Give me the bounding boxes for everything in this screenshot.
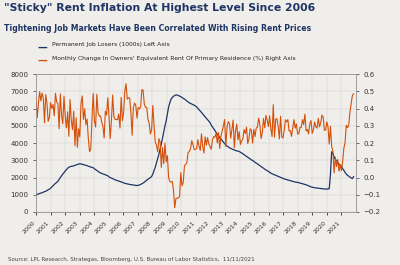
- Text: Permanent Job Losers (1000s) Left Axis: Permanent Job Losers (1000s) Left Axis: [52, 42, 170, 47]
- Text: Monthly Change In Owners' Equivalent Rent Of Primary Residence (%) Right Axis: Monthly Change In Owners' Equivalent Ren…: [52, 56, 296, 61]
- Text: Tightening Job Markets Have Been Correlated With Rising Rent Prices: Tightening Job Markets Have Been Correla…: [4, 24, 311, 33]
- Text: —: —: [38, 42, 48, 52]
- Text: Source: LPL Research, Strategas, Bloomberg, U.S. Bureau of Labor Statistics,  11: Source: LPL Research, Strategas, Bloombe…: [8, 257, 255, 262]
- Text: "Sticky" Rent Inflation At Highest Level Since 2006: "Sticky" Rent Inflation At Highest Level…: [4, 3, 315, 13]
- Text: —: —: [38, 56, 48, 66]
